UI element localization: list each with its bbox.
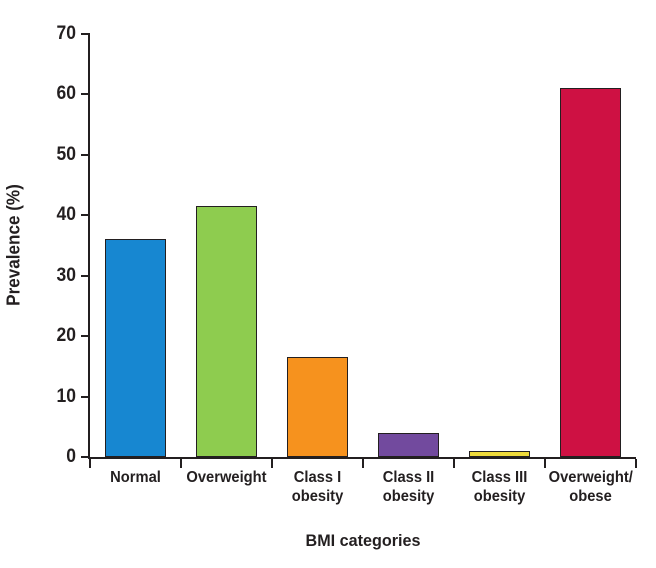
y-axis-tick-label: 70 (56, 23, 76, 44)
y-axis-tick (81, 214, 90, 217)
y-axis-tick-label: 50 (56, 143, 76, 165)
y-axis-tick-label: 20 (56, 325, 76, 347)
y-axis-tick (81, 33, 90, 35)
bar-class-iii-obesity (469, 450, 530, 457)
x-axis-tick (362, 459, 364, 468)
y-axis-tick-label: 30 (56, 264, 76, 286)
x-axis-tick (180, 459, 182, 468)
y-axis-tick (81, 153, 90, 156)
bar-overweight (196, 206, 257, 457)
x-axis-tick (635, 459, 637, 468)
x-axis-title: BMI categories (305, 531, 421, 550)
y-axis-title: Prevalence (%) (3, 184, 24, 306)
x-axis-tick (89, 459, 91, 468)
category-label-overweight-obese: Overweight/ obese (548, 469, 633, 505)
y-axis-tick (81, 335, 90, 338)
y-axis-tick (81, 93, 90, 96)
category-label-class-i-obesity: Class I obesity (291, 469, 344, 505)
x-axis-tick (544, 459, 546, 468)
category-label-class-iii-obesity: Class III obesity (471, 469, 528, 505)
bar-normal (105, 239, 166, 457)
plot-area: 0 10 20 30 40 50 60 70 Normal Overweight Class I o… (57, 23, 637, 505)
bar-overweight-obese (560, 88, 621, 457)
category-label-class-ii-obesity: Class II obesity (382, 469, 435, 505)
bar-class-ii-obesity (378, 432, 439, 457)
x-axis-tick (453, 459, 455, 468)
y-axis-tick-label: 60 (56, 83, 76, 105)
x-axis-tick (271, 459, 273, 468)
category-label-normal: Normal (110, 469, 161, 486)
bar-class-i-obesity (287, 357, 348, 457)
y-axis-tick (81, 456, 90, 458)
y-axis-tick-label: 10 (56, 385, 76, 407)
category-label-overweight: Overweight (186, 469, 267, 486)
y-axis-tick (81, 274, 90, 277)
y-axis-tick-label: 0 (66, 446, 76, 467)
y-axis-tick (81, 395, 90, 398)
y-axis-tick-label: 40 (56, 204, 76, 226)
